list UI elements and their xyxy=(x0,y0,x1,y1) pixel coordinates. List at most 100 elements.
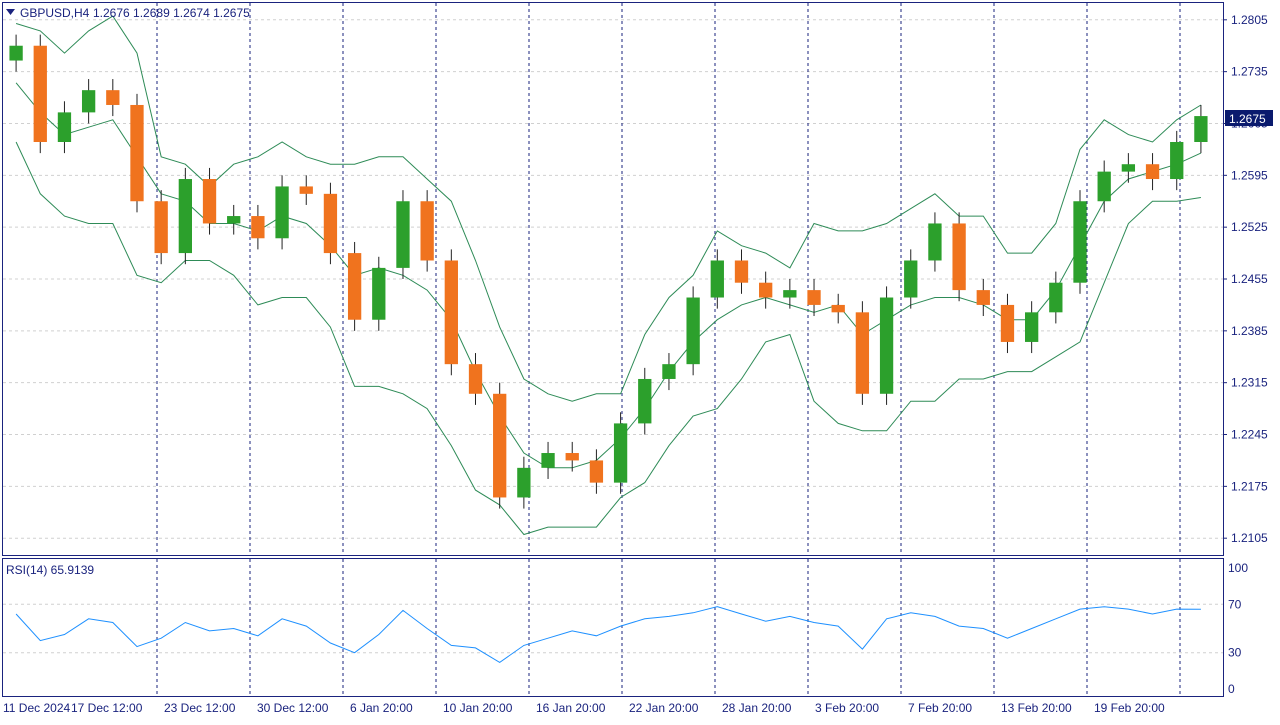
price-axis-label: 1.2525 xyxy=(1231,220,1268,234)
bull-candle-body xyxy=(541,453,555,468)
price-axis-label: 1.2175 xyxy=(1231,479,1268,493)
bear-candle-body xyxy=(347,253,362,320)
price-axis-label: 1.2245 xyxy=(1231,428,1268,442)
candle xyxy=(565,441,579,472)
rsi-axis-label: 0 xyxy=(1228,682,1235,696)
candle xyxy=(1073,190,1087,294)
candle xyxy=(372,256,386,331)
bull-candle-body xyxy=(396,201,410,268)
candle xyxy=(710,249,724,309)
bear-candle-body xyxy=(299,186,313,194)
candle xyxy=(493,382,507,509)
candle xyxy=(541,441,555,479)
candle xyxy=(807,279,821,317)
rsi-label: RSI(14) 65.9139 xyxy=(6,563,94,577)
bull-candle-body xyxy=(275,186,289,239)
candle xyxy=(154,190,168,265)
bear-candle-body xyxy=(323,193,338,254)
bull-candle-body xyxy=(783,290,797,298)
candle xyxy=(686,286,700,376)
candle xyxy=(81,79,96,124)
candle xyxy=(1097,160,1111,213)
bear-candle-body xyxy=(202,179,217,224)
price-axis-label: 1.2805 xyxy=(1231,13,1268,27)
candle xyxy=(1170,130,1184,191)
bear-candle-body xyxy=(493,393,507,498)
ohlc-readout: 1.2676 1.2689 1.2674 1.2675 xyxy=(93,6,250,20)
bull-candle-body xyxy=(178,179,192,254)
bear-candle-body xyxy=(807,290,821,305)
price-axis-label: 1.2315 xyxy=(1231,376,1268,390)
bull-candle-body xyxy=(1170,142,1184,180)
bear-candle-body xyxy=(589,460,604,483)
candle xyxy=(299,175,313,205)
bear-candle-body xyxy=(251,216,265,239)
candle xyxy=(662,353,676,391)
candle xyxy=(1025,301,1039,354)
candle xyxy=(1121,153,1136,183)
bull-candle-body xyxy=(1194,116,1208,142)
candle xyxy=(202,167,217,235)
bull-candle-body xyxy=(227,216,241,224)
price-axis-label: 1.2595 xyxy=(1231,168,1268,182)
bull-candle-body xyxy=(638,378,652,424)
time-axis-label: 22 Jan 20:00 xyxy=(629,701,699,715)
candle xyxy=(396,190,410,279)
triangle-down-icon[interactable] xyxy=(6,9,15,15)
symbol-timeframe: GBPUSD,H4 xyxy=(20,6,90,20)
bull-candle-body xyxy=(1049,282,1063,313)
candle xyxy=(33,34,47,154)
bear-candle-body xyxy=(444,260,458,365)
candle xyxy=(783,279,797,309)
candle xyxy=(347,241,362,331)
candle xyxy=(57,101,72,154)
rsi-axis-label: 30 xyxy=(1228,646,1242,660)
price-axis-label: 1.2455 xyxy=(1231,272,1268,286)
bull-candle-body xyxy=(1073,201,1087,283)
time-axis-label: 17 Dec 12:00 xyxy=(71,701,143,715)
candle xyxy=(976,279,990,317)
candle xyxy=(734,249,749,294)
bear-candle-body xyxy=(1145,164,1160,180)
candle xyxy=(444,249,458,376)
bull-candle-body xyxy=(686,297,700,365)
candle xyxy=(759,271,773,309)
bull-candle-body xyxy=(904,260,918,298)
rsi-line xyxy=(15,606,1201,663)
bull-candle-body xyxy=(517,467,531,498)
time-axis-label: 28 Jan 20:00 xyxy=(722,701,792,715)
bear-candle-body xyxy=(420,201,434,261)
candle xyxy=(1000,293,1015,354)
time-axis-label: 23 Dec 12:00 xyxy=(164,701,236,715)
rsi-axis-label: 100 xyxy=(1228,561,1248,575)
candle xyxy=(1049,271,1063,324)
current-price-marker xyxy=(1225,110,1273,126)
candle xyxy=(178,167,192,265)
rsi-panel-frame xyxy=(2,558,1224,697)
candle xyxy=(613,412,628,494)
bollinger-lower-line xyxy=(15,141,1201,536)
time-axis-label: 16 Jan 20:00 xyxy=(536,701,606,715)
bear-candle-body xyxy=(855,312,870,394)
time-axis-label: 30 Dec 12:00 xyxy=(257,701,329,715)
bull-candle-body xyxy=(9,45,23,61)
candle xyxy=(251,204,265,250)
bull-candle-body xyxy=(81,90,96,113)
bear-candle-body xyxy=(565,453,579,461)
bear-candle-body xyxy=(976,290,990,305)
bear-candle-body xyxy=(734,260,749,283)
candle xyxy=(589,449,604,494)
candle xyxy=(275,175,289,250)
time-axis-label: 19 Feb 20:00 xyxy=(1094,701,1165,715)
bull-candle-body xyxy=(710,260,724,298)
time-axis-label: 3 Feb 20:00 xyxy=(815,701,879,715)
time-axis-label: 10 Jan 20:00 xyxy=(443,701,513,715)
bear-candle-body xyxy=(468,364,483,394)
candle xyxy=(9,34,23,72)
time-axis-label: 7 Feb 20:00 xyxy=(908,701,972,715)
candle xyxy=(855,301,870,405)
bear-candle-body xyxy=(154,201,168,254)
bull-candle-body xyxy=(1121,164,1136,172)
